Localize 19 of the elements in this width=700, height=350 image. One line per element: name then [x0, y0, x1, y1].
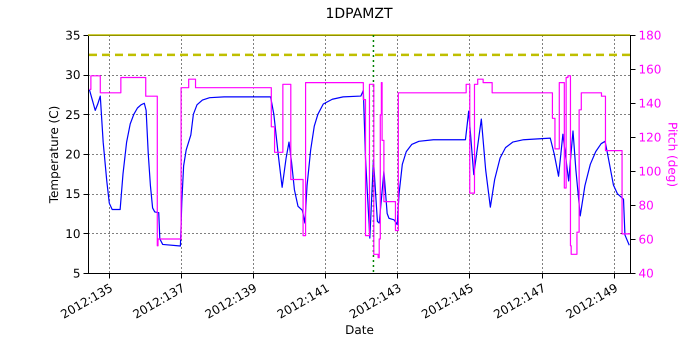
y-tick-label: 15: [65, 187, 80, 202]
x-axis-title: Date: [345, 322, 374, 337]
y2-axis-title: Pitch (deg): [665, 122, 680, 188]
y-tick-label: 25: [65, 108, 80, 122]
y-tick-label: 35: [65, 28, 80, 42]
y-tick-label: 20: [65, 148, 80, 162]
y2-tick-label: 180: [638, 28, 662, 42]
y-axis-title: Temperature (C): [47, 106, 62, 204]
y2-tick-label: 60: [638, 232, 654, 246]
y2-tick-label: 80: [638, 198, 654, 212]
y-tick-label: 30: [65, 68, 80, 82]
y2-tick-label: 140: [638, 96, 662, 110]
y-tick-label: 10: [65, 226, 80, 241]
y-tick-label: 5: [72, 266, 80, 280]
y2-tick-label: 120: [638, 130, 662, 144]
y2-tick-label: 100: [638, 164, 662, 178]
chart-title: 1DPAMZT: [325, 6, 393, 22]
y2-tick-label: 160: [638, 62, 662, 76]
y2-tick-label: 40: [638, 266, 654, 280]
